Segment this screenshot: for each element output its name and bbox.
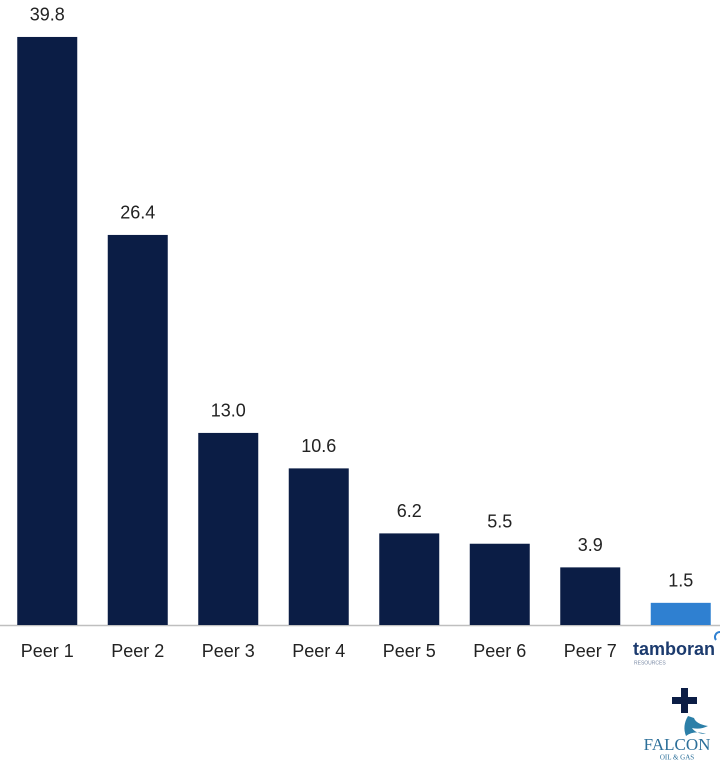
x-tick-label: Peer 6	[473, 641, 526, 661]
value-label: 3.9	[578, 535, 603, 555]
logo-text: tamboran	[633, 639, 715, 659]
plus-icon	[672, 688, 697, 713]
bar	[560, 567, 621, 625]
bar	[198, 432, 259, 625]
x-tick-label: Peer 2	[111, 641, 164, 661]
logo-text: OIL & GAS	[660, 754, 694, 762]
value-label: 5.5	[487, 511, 512, 531]
falcon-bird	[684, 716, 708, 736]
bar	[288, 468, 349, 625]
value-label: 10.6	[301, 436, 336, 456]
bar	[107, 234, 168, 625]
logo-swoosh	[714, 631, 720, 641]
logo-text: FALCON	[644, 735, 711, 754]
bar	[17, 36, 78, 625]
bar	[379, 533, 440, 625]
value-label: 1.5	[668, 571, 693, 591]
bar	[469, 543, 530, 625]
logo-text: RESOURCES	[634, 660, 666, 666]
x-tick-label: Peer 4	[292, 641, 345, 661]
value-label: 26.4	[120, 203, 155, 223]
x-tick-label: Peer 3	[202, 641, 255, 661]
x-tick-label: Peer 7	[564, 641, 617, 661]
value-label: 13.0	[211, 401, 246, 421]
x-tick-label: Peer 1	[21, 641, 74, 661]
value-label: 39.8	[30, 5, 65, 25]
bar	[650, 602, 711, 625]
value-label: 6.2	[397, 501, 422, 521]
x-tick-label: Peer 5	[383, 641, 436, 661]
